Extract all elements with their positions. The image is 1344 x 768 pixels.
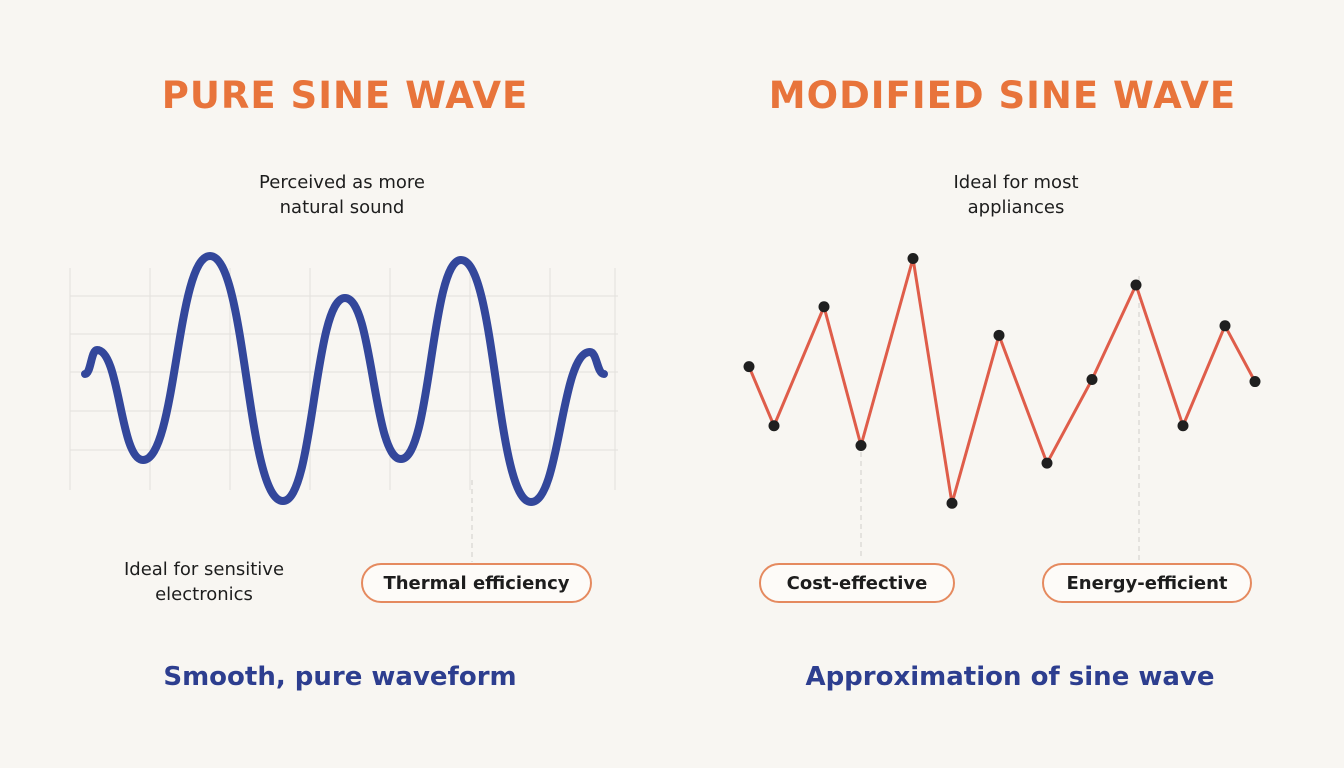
modified-wave-point xyxy=(1130,279,1142,291)
pure-sine-title: PURE SINE WAVE xyxy=(161,74,529,117)
energy-efficient-pill: Energy-efficient xyxy=(1042,563,1252,603)
modified-wave-point xyxy=(1041,457,1053,469)
modified-sine-title: MODIFIED SINE WAVE xyxy=(768,74,1237,117)
modified-wave-point xyxy=(855,439,867,451)
modified-wave-point xyxy=(768,420,780,432)
modified-wave-point xyxy=(1219,320,1231,332)
modified-wave-point xyxy=(818,301,830,313)
modified-caption: Approximation of sine wave xyxy=(805,662,1215,692)
pure-caption: Smooth, pure waveform xyxy=(163,662,517,692)
modified-note-appliances: Ideal for most appliances xyxy=(953,172,1079,218)
modified-wave-point xyxy=(907,252,919,264)
cost-effective-pill: Cost-effective xyxy=(759,563,955,603)
thermal-efficiency-pill: Thermal efficiency xyxy=(361,563,592,603)
modified-wave-points xyxy=(743,252,1261,509)
modified-sine-waveform xyxy=(747,256,1257,505)
pure-note-natural-sound: Perceived as more natural sound xyxy=(259,172,425,218)
pure-sine-waveform xyxy=(81,252,608,506)
modified-wave-point xyxy=(993,329,1005,341)
modified-wave-point xyxy=(1249,376,1261,388)
pure-note-sensitive-electronics: Ideal for sensitive electronics xyxy=(123,559,285,605)
modified-wave-point xyxy=(743,361,755,373)
modified-wave-point xyxy=(1086,374,1098,386)
modified-wave-point xyxy=(1177,420,1189,432)
modified-wave-point xyxy=(946,497,958,509)
